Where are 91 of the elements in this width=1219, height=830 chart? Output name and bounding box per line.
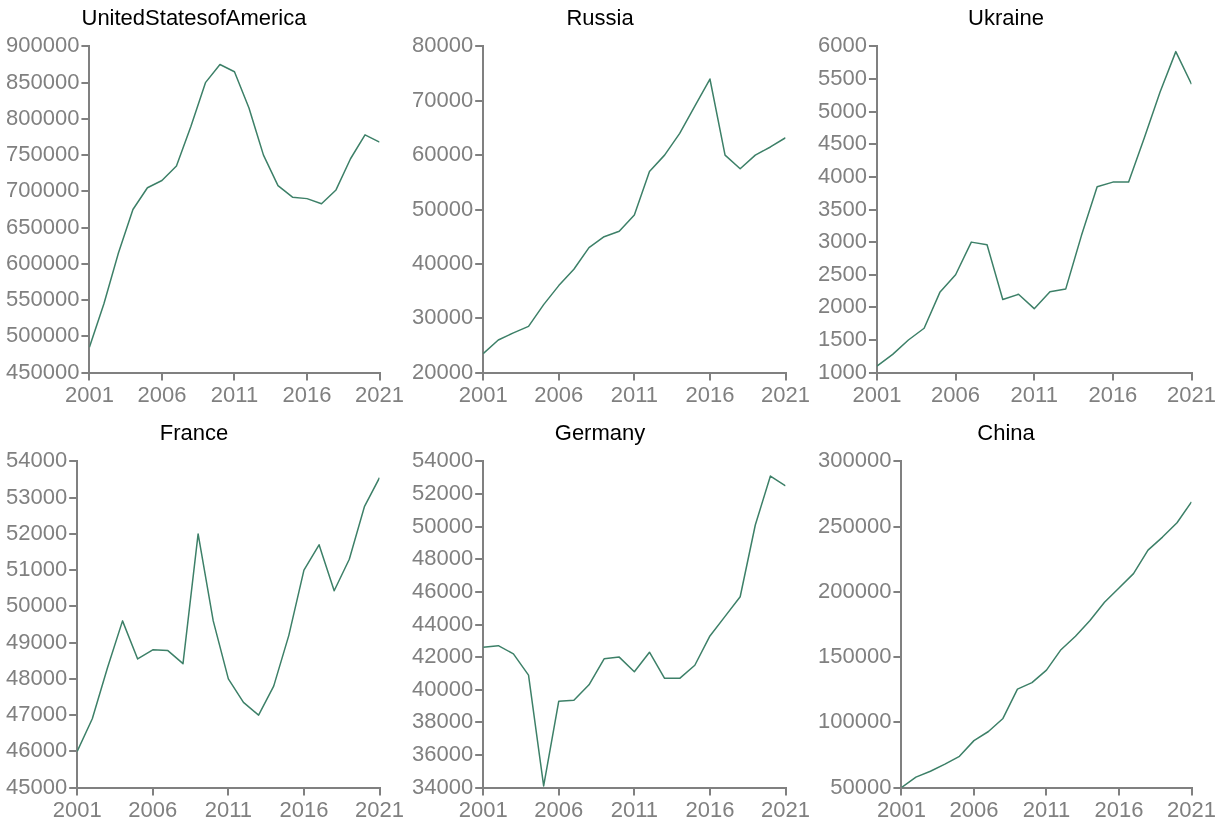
- x-tick-label: 2016: [685, 796, 735, 822]
- x-tick-label: 2011: [1010, 381, 1058, 407]
- y-tick-label: 900000: [5, 32, 80, 58]
- y-tick-label: 53000: [5, 483, 68, 509]
- y-tick-label: 47000: [5, 701, 68, 727]
- y-tick-label: 700000: [5, 177, 80, 203]
- x-tick-label: 2006: [949, 796, 999, 822]
- y-tick-label: 40000: [411, 675, 474, 701]
- chart-title: Russia: [566, 5, 635, 31]
- y-tick-label: 36000: [411, 741, 474, 767]
- y-tick-label: 54000: [5, 447, 68, 473]
- x-tick-label: 2006: [534, 796, 584, 822]
- x-tick-label: 2006: [128, 796, 178, 822]
- y-tick-label: 49000: [5, 628, 68, 654]
- x-tick-label: 2001: [458, 381, 508, 407]
- y-tick-label: 4500: [817, 130, 867, 156]
- y-tick-label: 550000: [5, 286, 80, 312]
- y-tick-label: 51000: [5, 556, 68, 582]
- y-tick-label: 50000: [411, 195, 474, 221]
- x-tick-label: 2021: [761, 381, 811, 407]
- x-tick-label: 2011: [610, 796, 659, 822]
- y-tick-label: 1000: [817, 358, 867, 384]
- x-tick-label: 2001: [852, 381, 902, 407]
- x-tick-label: 2021: [1167, 796, 1217, 822]
- x-tick-label: 2001: [52, 796, 102, 822]
- chart-title: Germany: [554, 420, 646, 446]
- x-tick-label: 2021: [355, 381, 405, 407]
- x-tick-label: 2016: [279, 796, 329, 822]
- x-tick-label: 2016: [282, 381, 332, 407]
- y-tick-label: 54000: [411, 447, 474, 473]
- y-tick-label: 50000: [5, 592, 68, 618]
- chart-title: France: [159, 420, 229, 446]
- x-tick-label: 2011: [610, 381, 659, 407]
- y-tick-label: 650000: [5, 213, 80, 239]
- x-tick-label: 2016: [685, 381, 735, 407]
- x-tick-label: 2016: [1094, 796, 1144, 822]
- y-tick-label: 5000: [817, 97, 867, 123]
- y-tick-label: 80000: [411, 32, 474, 58]
- y-tick-label: 1500: [817, 326, 867, 352]
- y-tick-label: 30000: [411, 304, 474, 330]
- y-tick-label: 6000: [817, 32, 867, 58]
- y-tick-label: 48000: [5, 664, 68, 690]
- y-tick-label: 60000: [411, 141, 474, 167]
- y-tick-label: 100000: [817, 708, 892, 734]
- chart-title: Ukraine: [968, 5, 1044, 31]
- y-tick-label: 3000: [817, 228, 867, 254]
- y-tick-label: 750000: [5, 141, 80, 167]
- x-tick-label: 2001: [458, 796, 508, 822]
- y-tick-label: 50000: [411, 512, 474, 538]
- y-tick-label: 4000: [817, 162, 867, 188]
- chart-title: UnitedStatesofAmerica: [81, 5, 308, 31]
- y-tick-label: 800000: [5, 104, 80, 130]
- x-tick-label: 2001: [876, 796, 926, 822]
- y-tick-label: 46000: [411, 577, 474, 603]
- y-tick-label: 500000: [5, 322, 80, 348]
- y-tick-label: 70000: [411, 86, 474, 112]
- y-tick-label: 3500: [817, 195, 867, 221]
- chart-title: China: [977, 420, 1036, 446]
- y-tick-label: 5500: [817, 65, 867, 91]
- x-tick-label: 2021: [761, 796, 811, 822]
- x-tick-label: 2001: [64, 381, 114, 407]
- y-tick-label: 38000: [411, 708, 474, 734]
- x-tick-label: 2006: [931, 381, 981, 407]
- y-tick-label: 850000: [5, 68, 80, 94]
- y-tick-label: 50000: [830, 773, 892, 799]
- y-tick-label: 2000: [817, 293, 867, 319]
- y-tick-label: 42000: [411, 643, 474, 669]
- y-tick-label: 46000: [5, 737, 68, 763]
- y-tick-label: 20000: [411, 358, 474, 384]
- y-tick-label: 44000: [411, 610, 474, 636]
- x-tick-label: 2011: [1022, 796, 1071, 822]
- x-tick-label: 2021: [355, 796, 405, 822]
- y-tick-label: 40000: [411, 249, 474, 275]
- y-tick-label: 52000: [5, 519, 68, 545]
- x-tick-label: 2006: [534, 381, 584, 407]
- y-tick-label: 34000: [411, 773, 474, 799]
- y-tick-label: 52000: [411, 480, 474, 506]
- y-tick-label: 450000: [5, 358, 80, 384]
- y-tick-label: 45000: [5, 773, 68, 799]
- y-tick-label: 250000: [817, 512, 892, 538]
- y-tick-label: 200000: [817, 577, 892, 603]
- x-tick-label: 2021: [1167, 381, 1217, 407]
- x-tick-label: 2006: [137, 381, 187, 407]
- y-tick-label: 300000: [817, 447, 892, 473]
- y-tick-label: 48000: [411, 545, 474, 571]
- x-tick-label: 2011: [204, 796, 253, 822]
- x-tick-label: 2016: [1088, 381, 1138, 407]
- y-tick-label: 150000: [817, 643, 892, 669]
- y-tick-label: 600000: [5, 249, 80, 275]
- y-tick-label: 2500: [817, 260, 867, 286]
- x-tick-label: 2011: [210, 381, 259, 407]
